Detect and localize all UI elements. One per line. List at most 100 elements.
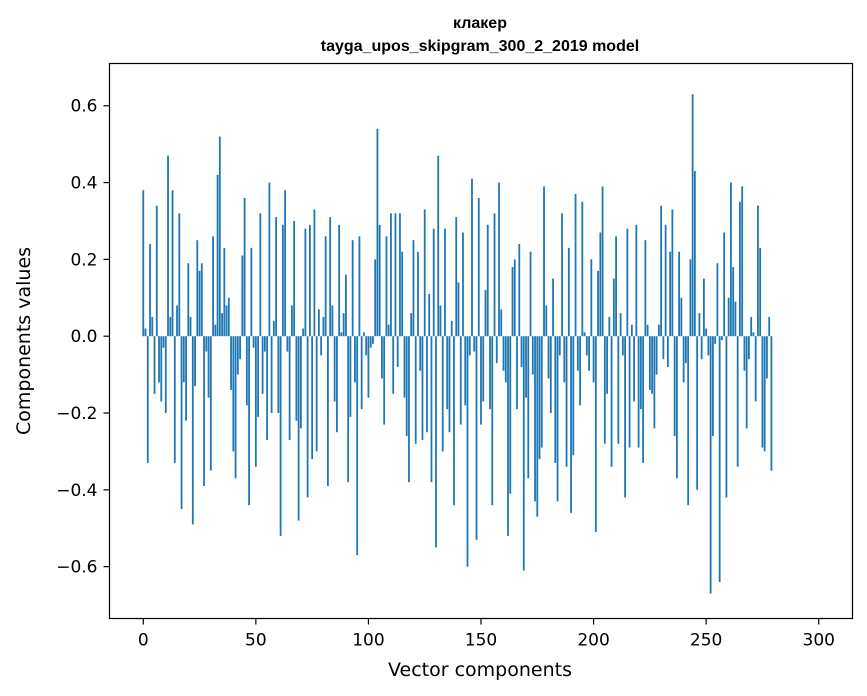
- bar: [574, 194, 577, 337]
- bar: [288, 336, 291, 440]
- bar: [705, 328, 708, 337]
- bar: [408, 336, 410, 483]
- bar: [241, 255, 244, 337]
- bar: [374, 259, 377, 337]
- bar: [338, 224, 341, 337]
- bar: [498, 182, 500, 337]
- bar: [381, 336, 383, 379]
- y-tick-label: 0.6: [70, 97, 97, 117]
- bar: [687, 336, 690, 506]
- bar: [536, 336, 539, 517]
- bar: [730, 182, 732, 337]
- bar: [399, 213, 401, 337]
- bar: [196, 240, 199, 337]
- bar: [486, 224, 489, 337]
- bar: [552, 278, 554, 337]
- bar: [606, 336, 608, 394]
- bar: [675, 336, 678, 479]
- x-tick-label: 300: [803, 631, 835, 651]
- bar: [243, 197, 246, 337]
- bar: [347, 336, 350, 483]
- bar: [457, 282, 460, 337]
- bar: [259, 213, 262, 337]
- bar: [612, 278, 615, 337]
- bar: [162, 336, 165, 348]
- bar: [603, 336, 606, 444]
- bar: [594, 336, 597, 533]
- bar: [419, 336, 422, 371]
- bar: [617, 336, 620, 444]
- bar: [149, 244, 151, 337]
- bar: [322, 316, 325, 337]
- bar: [180, 336, 183, 510]
- bar: [369, 336, 372, 348]
- bar: [502, 336, 505, 371]
- y-tick-label: 0.0: [70, 327, 97, 347]
- bar: [475, 336, 478, 540]
- bar: [421, 336, 424, 440]
- bar: [709, 336, 712, 594]
- bar: [543, 186, 545, 337]
- bar: [437, 155, 440, 337]
- bar: [561, 213, 563, 337]
- bar: [525, 336, 527, 398]
- bar: [412, 240, 415, 337]
- bar: [270, 336, 273, 414]
- bar: [507, 336, 509, 536]
- chart-subtitle: tayga_upos_skipgram_300_2_2019 model: [321, 38, 639, 55]
- bar: [446, 336, 449, 410]
- bar-series: [142, 94, 773, 594]
- bar: [757, 205, 759, 337]
- bar: [245, 336, 248, 406]
- bar: [511, 267, 514, 337]
- bar: [642, 336, 645, 463]
- bar: [232, 336, 235, 452]
- bar: [173, 336, 176, 463]
- bar: [317, 309, 320, 337]
- bar: [182, 336, 185, 383]
- x-tick-label: 100: [352, 631, 384, 651]
- bar: [592, 336, 595, 383]
- bar: [207, 336, 210, 398]
- y-tick-label: −0.4: [56, 481, 97, 501]
- bar: [230, 336, 232, 390]
- bar: [410, 313, 413, 337]
- bar: [164, 336, 167, 414]
- bar: [657, 324, 660, 337]
- bar: [448, 336, 451, 433]
- bar: [367, 336, 370, 398]
- bar: [396, 336, 399, 367]
- bar: [671, 209, 674, 337]
- bar: [444, 228, 446, 337]
- bar: [721, 336, 723, 341]
- bar: [736, 336, 739, 467]
- bar: [272, 320, 275, 337]
- bar: [680, 297, 683, 337]
- bar: [279, 336, 282, 536]
- bar: [660, 205, 663, 337]
- chart-title: клакер: [453, 15, 507, 32]
- bar: [299, 336, 302, 429]
- bar: [565, 336, 568, 467]
- bar: [554, 336, 557, 463]
- bar: [191, 336, 194, 525]
- bar: [372, 336, 374, 344]
- bar: [489, 336, 491, 410]
- bar: [466, 336, 469, 567]
- bar: [320, 336, 323, 356]
- bar: [570, 336, 572, 513]
- bar: [558, 336, 561, 356]
- bar: [187, 263, 190, 337]
- bar: [331, 305, 334, 337]
- bar: [349, 336, 352, 417]
- bar: [664, 224, 667, 337]
- bar: [518, 244, 521, 337]
- bar: [644, 240, 647, 337]
- bar: [254, 336, 257, 467]
- bar: [585, 336, 588, 356]
- y-tick-label: 0.2: [70, 250, 97, 270]
- bar: [403, 336, 406, 398]
- bar: [333, 336, 336, 402]
- bar: [480, 336, 482, 425]
